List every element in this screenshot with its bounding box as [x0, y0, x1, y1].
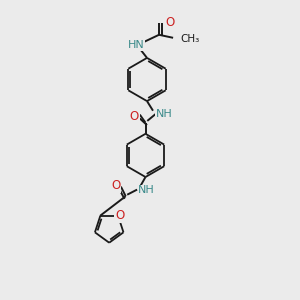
Text: O: O [115, 209, 124, 222]
Text: NH: NH [138, 185, 155, 195]
Text: O: O [165, 16, 174, 29]
Text: O: O [130, 110, 139, 123]
Text: NH: NH [156, 109, 173, 119]
Text: CH₃: CH₃ [180, 34, 199, 44]
Text: O: O [111, 179, 120, 193]
Text: HN: HN [128, 40, 145, 50]
